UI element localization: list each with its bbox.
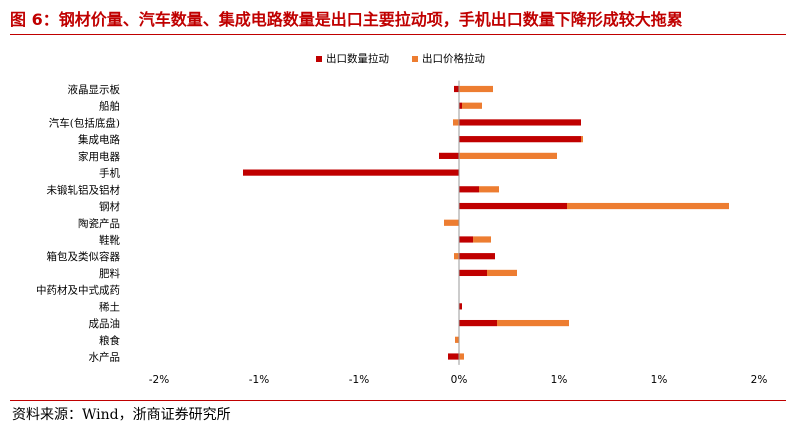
bar-quantity [459, 186, 479, 193]
bar-price [459, 353, 464, 360]
bar-quantity [459, 253, 495, 260]
x-tick-label: 0% [451, 374, 468, 386]
bar-price [497, 319, 569, 327]
bar-quantity [454, 85, 459, 93]
category-label: 钢材 [99, 200, 120, 213]
bar-quantity [459, 319, 497, 327]
legend-swatch-2 [412, 56, 418, 62]
bar-price [473, 236, 491, 243]
category-label: 集成电路 [78, 133, 120, 146]
bar-price [454, 253, 459, 260]
bar-quantity [459, 236, 473, 243]
source-note: 资料来源：Wind，浙商证券研究所 [12, 407, 231, 423]
category-label: 水产品 [89, 351, 121, 364]
bar-price [453, 119, 459, 126]
category-label: 肥料 [99, 267, 120, 280]
category-label: 家用电器 [78, 150, 120, 163]
category-label: 中药材及中式成药 [36, 284, 120, 297]
bar-price [581, 136, 583, 143]
bar-quantity [459, 303, 462, 310]
x-tick-label: 1% [651, 374, 668, 386]
bar-quantity [459, 202, 567, 210]
category-label: 未锻轧铝及铝材 [47, 183, 121, 196]
category-label: 粮食 [99, 334, 120, 347]
bar-quantity [243, 169, 459, 176]
category-label: 鞋靴 [99, 233, 120, 246]
bar-price [462, 102, 482, 109]
category-label: 成品油 [89, 317, 121, 330]
category-label: 船舶 [99, 100, 120, 113]
bar-price [479, 186, 499, 193]
x-tick-label: -1% [349, 374, 369, 386]
bar-quantity [459, 269, 487, 277]
x-tick-label: 1% [551, 374, 568, 386]
x-tick-label: -2% [149, 374, 169, 386]
source-rule [10, 400, 786, 401]
bar-quantity [439, 152, 459, 159]
category-label: 箱包及类似容器 [47, 250, 121, 263]
legend-swatch-1 [316, 56, 322, 62]
bar-quantity [459, 136, 581, 143]
category-label: 手机 [99, 167, 120, 180]
category-label: 稀土 [99, 300, 120, 313]
bar-quantity [448, 353, 459, 360]
legend-label-2: 出口价格拉动 [422, 52, 485, 65]
x-tick-label: 2% [751, 374, 768, 386]
category-label: 液晶显示板 [68, 83, 121, 96]
bar-quantity [459, 119, 581, 126]
bar-price [459, 152, 557, 159]
bar-price [444, 219, 459, 226]
category-label: 陶瓷产品 [78, 217, 120, 230]
bar-price [459, 85, 493, 93]
bar-quantity [459, 102, 462, 109]
figure-title: 图 6：钢材价量、汽车数量、集成电路数量是出口主要拉动项，手机出口数量下降形成较… [10, 10, 683, 29]
bar-price [455, 336, 459, 343]
bar-price [487, 269, 517, 277]
bar-price [567, 202, 729, 210]
legend-label-1: 出口数量拉动 [326, 52, 389, 65]
category-label: 汽车(包括底盘) [49, 116, 120, 129]
x-tick-label: -1% [249, 374, 269, 386]
title-rule [10, 34, 786, 35]
